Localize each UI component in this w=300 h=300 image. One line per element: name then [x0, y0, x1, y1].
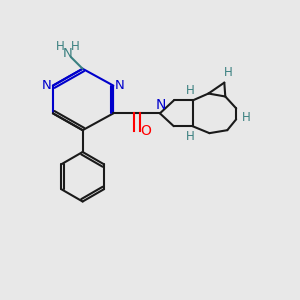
Text: H: H [242, 111, 250, 124]
Text: H: H [224, 66, 233, 79]
Text: H: H [186, 84, 195, 97]
Text: N: N [156, 98, 166, 112]
Text: H: H [56, 40, 64, 53]
Text: N: N [63, 47, 73, 60]
Text: N: N [114, 79, 124, 92]
Text: N: N [42, 79, 52, 92]
Text: O: O [141, 124, 152, 138]
Text: H: H [71, 40, 80, 53]
Text: H: H [186, 130, 195, 142]
